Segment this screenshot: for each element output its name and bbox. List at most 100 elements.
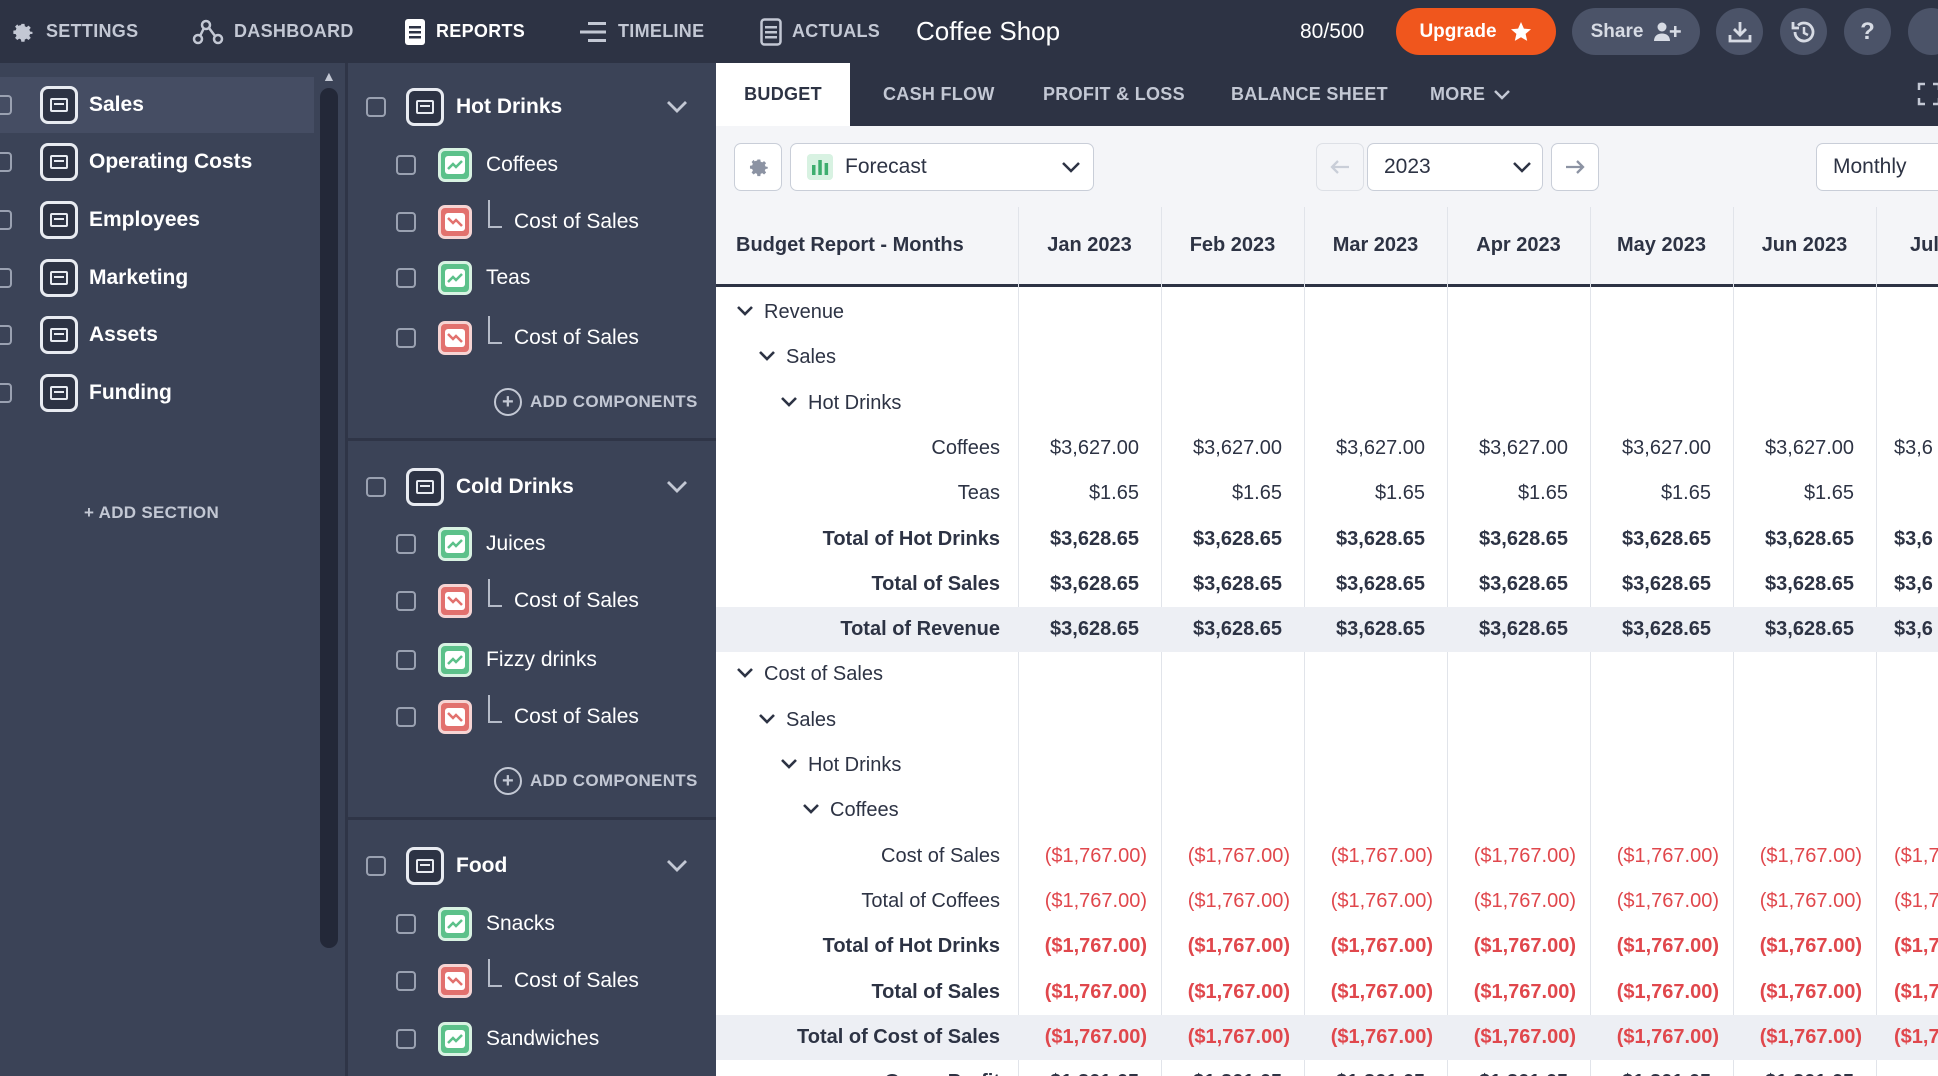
prev-year-button[interactable] — [1316, 143, 1364, 191]
component-checkbox[interactable] — [396, 914, 416, 934]
component-checkbox[interactable] — [396, 534, 416, 554]
table-cell[interactable]: $1.65 — [1088, 482, 1139, 505]
help-button[interactable]: ? — [1844, 8, 1891, 55]
share-button[interactable]: Share — [1572, 8, 1700, 55]
component-item[interactable]: Cost of Sales — [396, 577, 716, 625]
table-cell[interactable]: ($1,767.00) — [1330, 980, 1433, 1003]
table-cell[interactable]: $3,628.65 — [1479, 527, 1568, 550]
tab-profit-loss[interactable]: PROFIT & LOSS — [1043, 84, 1185, 104]
table-cell[interactable]: $3,627.00 — [1622, 436, 1711, 459]
component-item[interactable]: Cost of Sales — [396, 957, 716, 1005]
table-cell[interactable]: $3,627.00 — [1050, 436, 1139, 459]
table-cell[interactable]: $1,861.65 — [1304, 1060, 1425, 1076]
table-cell[interactable]: $1.65 — [1517, 482, 1568, 505]
chevron-down-icon[interactable] — [736, 666, 754, 684]
year-select[interactable]: 2023 — [1367, 143, 1543, 191]
table-cell[interactable]: $3,628.65 — [1622, 618, 1711, 641]
section-checkbox[interactable] — [0, 325, 12, 345]
group-cold-drinks[interactable]: Cold Drinks — [366, 459, 706, 515]
table-cell[interactable]: $3,628.65 — [1336, 527, 1425, 550]
table-cell[interactable]: ($1,7 — [1894, 1025, 1938, 1048]
component-item[interactable]: Cost of Sales — [396, 198, 716, 246]
table-cell[interactable]: $1.65 — [1660, 482, 1711, 505]
forecast-select[interactable]: Forecast — [790, 143, 1094, 191]
table-cell[interactable]: $3,6 — [1894, 572, 1933, 595]
section-item-operating-costs[interactable]: Operating Costs — [0, 134, 314, 190]
table-cell[interactable]: $3,628.65 — [1765, 618, 1854, 641]
table-cell[interactable]: $3,6 — [1894, 527, 1933, 550]
table-cell[interactable]: $3,627.00 — [1336, 436, 1425, 459]
period-select[interactable]: Monthly — [1816, 143, 1938, 191]
table-cell[interactable]: $1,861.65 — [1161, 1060, 1282, 1076]
table-cell[interactable]: ($1,767.00) — [1187, 1025, 1290, 1048]
table-cell[interactable]: $3,628.65 — [1622, 527, 1711, 550]
table-cell[interactable]: $3,6 — [1894, 618, 1933, 641]
table-cell[interactable]: ($1,767.00) — [1616, 1025, 1719, 1048]
table-cell[interactable]: $3,628.65 — [1193, 618, 1282, 641]
table-cell[interactable]: ($1,767.00) — [1473, 889, 1576, 912]
table-cell[interactable]: $1.65 — [1231, 482, 1282, 505]
section-checkbox[interactable] — [0, 95, 12, 115]
table-cell[interactable]: $1,861.65 — [1018, 1060, 1139, 1076]
component-item[interactable]: Cost of Sales — [396, 314, 716, 362]
table-cell[interactable]: ($1,767.00) — [1330, 1025, 1433, 1048]
nav-timeline[interactable]: TIMELINE — [578, 0, 704, 63]
section-item-assets[interactable]: Assets — [0, 307, 314, 363]
table-cell[interactable]: $1,861.65 — [1733, 1060, 1854, 1076]
table-cell[interactable]: $3,628.65 — [1479, 618, 1568, 641]
section-checkbox[interactable] — [0, 210, 12, 230]
tab-balance-sheet[interactable]: BALANCE SHEET — [1231, 84, 1388, 104]
table-cell[interactable]: ($1,767.00) — [1473, 935, 1576, 958]
table-cell[interactable]: $1.65 — [1374, 482, 1425, 505]
component-item[interactable]: Teas — [396, 254, 716, 302]
add-section-button[interactable]: + ADD SECTION — [84, 503, 220, 522]
table-cell[interactable]: ($1,767.00) — [1187, 980, 1290, 1003]
component-checkbox[interactable] — [396, 971, 416, 991]
upgrade-button[interactable]: Upgrade — [1396, 8, 1556, 55]
component-item[interactable]: Fizzy drinks — [396, 636, 716, 684]
table-cell[interactable]: ($1,767.00) — [1759, 889, 1862, 912]
table-cell[interactable]: $3,628.65 — [1765, 527, 1854, 550]
component-item[interactable]: Coffees — [396, 141, 716, 189]
nav-dashboard[interactable]: DASHBOARD — [192, 0, 354, 63]
table-cell[interactable]: $3,628.65 — [1336, 572, 1425, 595]
component-checkbox[interactable] — [396, 268, 416, 288]
table-cell[interactable]: ($1,767.00) — [1616, 980, 1719, 1003]
group-checkbox[interactable] — [366, 97, 386, 117]
tab-more[interactable]: MORE — [1430, 63, 1511, 126]
component-checkbox[interactable] — [396, 650, 416, 670]
section-item-funding[interactable]: Funding — [0, 365, 314, 421]
nav-actuals[interactable]: ACTUALS — [760, 0, 880, 63]
report-settings-button[interactable] — [734, 143, 782, 191]
table-cell[interactable]: $3,628.65 — [1050, 618, 1139, 641]
chevron-down-icon[interactable] — [758, 349, 776, 367]
download-button[interactable] — [1716, 8, 1763, 55]
expand-icon[interactable] — [1916, 81, 1938, 112]
table-cell[interactable]: $3,628.65 — [1193, 527, 1282, 550]
group-checkbox[interactable] — [366, 477, 386, 497]
sidebar-scrollbar[interactable] — [320, 88, 338, 948]
history-button[interactable] — [1780, 8, 1827, 55]
chevron-down-icon[interactable] — [780, 757, 798, 775]
table-cell[interactable]: ($1,7 — [1894, 980, 1938, 1003]
group-hot-drinks[interactable]: Hot Drinks — [366, 79, 706, 135]
component-checkbox[interactable] — [396, 212, 416, 232]
table-cell[interactable]: ($1,767.00) — [1187, 935, 1290, 958]
section-item-marketing[interactable]: Marketing — [0, 250, 314, 306]
nav-reports[interactable]: REPORTS — [404, 0, 525, 63]
table-cell[interactable]: ($1,7 — [1894, 889, 1938, 912]
table-cell[interactable]: ($1,767.00) — [1759, 980, 1862, 1003]
scroll-up-icon[interactable]: ▲ — [322, 68, 336, 84]
section-checkbox[interactable] — [0, 383, 12, 403]
table-cell[interactable]: $1,861.65 — [1590, 1060, 1711, 1076]
table-cell[interactable]: ($1,767.00) — [1473, 980, 1576, 1003]
table-cell[interactable]: ($1,767.00) — [1616, 844, 1719, 867]
profile-button[interactable] — [1908, 8, 1938, 55]
section-checkbox[interactable] — [0, 152, 12, 172]
component-item[interactable]: Snacks — [396, 900, 716, 948]
table-cell[interactable]: ($1,767.00) — [1759, 935, 1862, 958]
table-cell[interactable]: ($1,767.00) — [1044, 935, 1147, 958]
table-cell[interactable]: $3,628.65 — [1050, 572, 1139, 595]
section-item-employees[interactable]: Employees — [0, 192, 314, 248]
component-item[interactable]: Juices — [396, 520, 716, 568]
